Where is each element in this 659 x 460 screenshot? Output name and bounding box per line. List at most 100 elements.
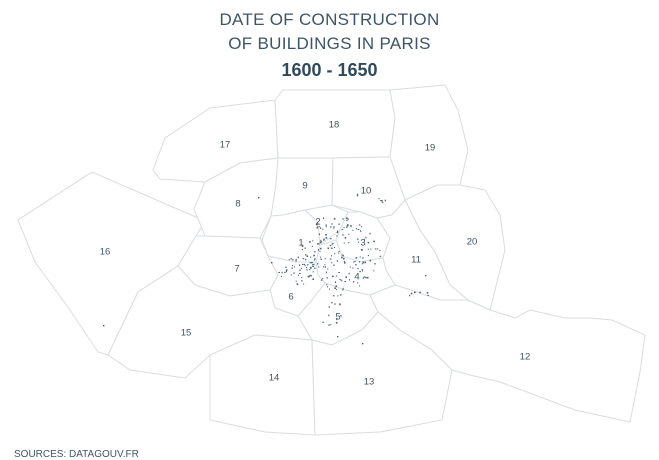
building-dot (362, 343, 364, 345)
building-dot (373, 240, 375, 243)
building-dot (320, 256, 322, 258)
building-dot (312, 278, 314, 280)
building-dot (362, 261, 364, 264)
building-dot (331, 223, 333, 225)
building-dot (349, 279, 351, 281)
building-dot (317, 222, 319, 224)
building-dot (326, 284, 328, 286)
building-dot (342, 289, 344, 291)
building-dot (346, 219, 348, 222)
building-dot (335, 281, 337, 283)
building-dot (319, 250, 321, 252)
building-dot (290, 257, 292, 260)
building-dot (364, 261, 367, 264)
label-arr-15: 15 (181, 328, 192, 339)
building-dot (338, 272, 340, 274)
building-dot (356, 194, 358, 197)
building-dot (281, 271, 283, 274)
building-dot (347, 218, 349, 221)
building-dot (344, 281, 346, 283)
building-dot (293, 272, 295, 274)
building-dot (378, 198, 380, 200)
building-dot (357, 241, 359, 243)
building-dot (343, 257, 345, 260)
building-dot (333, 218, 336, 220)
building-dot (293, 266, 295, 268)
building-dot (353, 261, 355, 263)
building-dot (305, 258, 307, 261)
building-dot (303, 283, 305, 285)
building-dot (330, 226, 332, 228)
building-dot (355, 264, 357, 266)
building-dot (366, 276, 369, 279)
building-dot (345, 276, 347, 278)
building-dot (350, 225, 352, 227)
label-arr-10: 10 (361, 186, 372, 197)
building-dot (299, 269, 301, 271)
building-dot (292, 259, 294, 261)
building-dot (299, 264, 301, 266)
building-dot (317, 263, 319, 265)
building-dot (316, 227, 318, 229)
arrondissement-boundaries (17, 84, 646, 436)
label-arr-17: 17 (220, 140, 231, 151)
building-dot (339, 303, 341, 305)
building-dot (301, 245, 304, 247)
building-dot (291, 267, 293, 269)
building-dot (284, 271, 286, 273)
label-arr-8: 8 (235, 199, 240, 210)
building-dot (306, 255, 309, 257)
building-dot (322, 228, 324, 230)
label-arr-1: 1 (298, 238, 303, 249)
building-dot (357, 229, 360, 231)
building-dot (359, 256, 361, 258)
building-dot (310, 256, 312, 258)
building-dot (306, 267, 308, 269)
building-dot (308, 275, 310, 277)
building-dot (304, 263, 306, 265)
building-dot (339, 279, 341, 281)
building-dot (367, 241, 370, 244)
building-dot (333, 264, 335, 266)
building-dot (352, 267, 354, 269)
building-dot (323, 266, 325, 268)
building-dot (330, 238, 332, 240)
building-dot (309, 241, 311, 243)
building-dot (363, 238, 365, 240)
building-dot (346, 226, 348, 228)
building-dot (338, 250, 340, 252)
building-dot (332, 242, 334, 244)
building-dot (346, 217, 348, 219)
building-dot (384, 199, 386, 201)
building-dot (343, 242, 345, 244)
building-dot (314, 258, 316, 260)
building-dot (419, 291, 421, 294)
building-dot (311, 245, 313, 247)
building-dot (335, 289, 337, 291)
building-dot (342, 234, 344, 236)
building-dot (329, 288, 331, 290)
label-arr-19: 19 (425, 143, 436, 154)
building-dot (348, 242, 350, 244)
building-dot (336, 319, 338, 321)
building-dot (338, 252, 340, 254)
building-dot (285, 266, 287, 268)
label-arr-7: 7 (234, 264, 239, 275)
label-arr-12: 12 (520, 352, 531, 363)
building-dot (320, 258, 322, 260)
title-line-2: OF BUILDINGS IN PARIS (228, 34, 431, 53)
building-dot (309, 269, 311, 271)
building-dot (258, 197, 260, 199)
label-arr-18: 18 (329, 120, 340, 131)
building-dot (374, 263, 376, 265)
building-dot (312, 264, 314, 266)
building-dot (322, 321, 324, 323)
building-dot (343, 260, 345, 262)
building-dot (311, 262, 313, 264)
building-dot (318, 243, 320, 245)
building-dot (342, 287, 344, 289)
building-dot (103, 325, 105, 327)
building-dot (301, 280, 303, 282)
label-arr-9: 9 (302, 181, 307, 192)
label-arr-13: 13 (364, 377, 375, 388)
